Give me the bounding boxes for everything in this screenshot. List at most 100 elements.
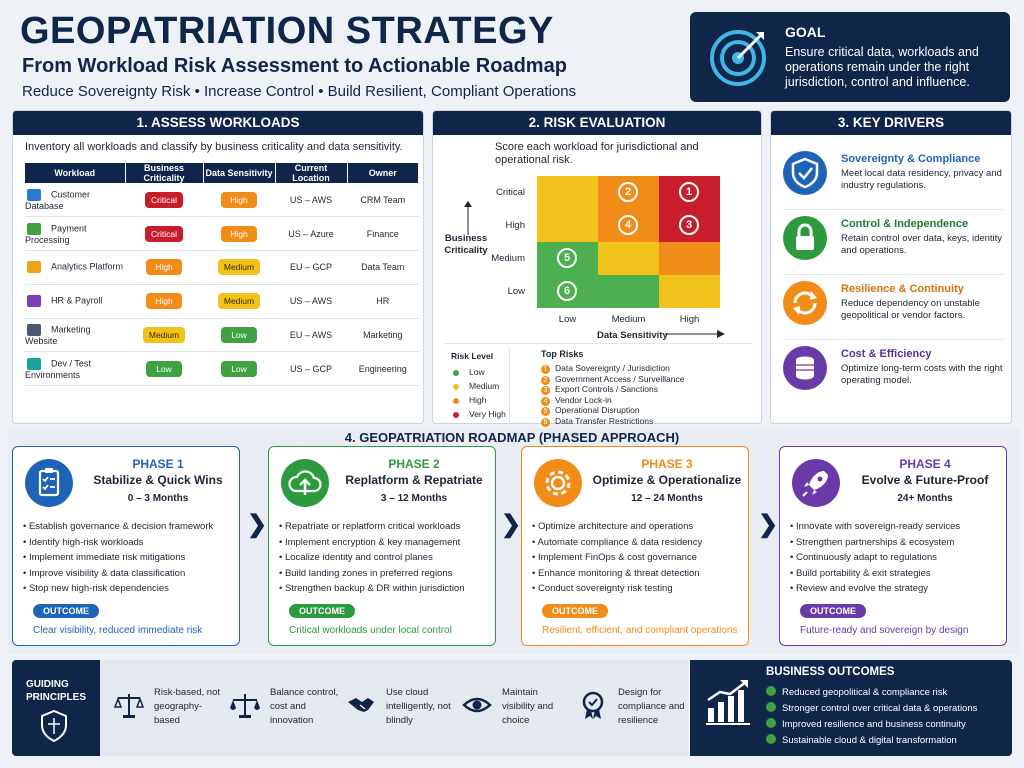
phase-outcome: Clear visibility, reduced immediate risk xyxy=(33,625,203,636)
table-row: Analytics Platform High Medium EU – GCP Data… xyxy=(25,250,419,285)
sensitivity-badge: Low xyxy=(221,360,257,377)
phase-action-item: Innovate with sovereign-ready services xyxy=(790,519,1006,535)
target-icon xyxy=(710,30,766,86)
workload-name: Dev / Test Environments xyxy=(25,358,91,380)
workload-cell: HR & Payroll xyxy=(25,284,125,319)
owner-cell: Data Team xyxy=(347,250,419,285)
x-level-label: Low xyxy=(558,314,577,325)
chevron-right-icon: ❯ xyxy=(247,511,268,538)
lock-icon xyxy=(783,216,827,260)
outcome-item: Improved resilience and business continu… xyxy=(766,717,977,733)
criticality-badge: High xyxy=(146,293,182,310)
shield-icon xyxy=(783,151,827,195)
top-risk-label: Export Controls / Sanctions xyxy=(555,384,658,394)
phase-action-item: Improve visibility & data classification xyxy=(23,566,239,582)
phase-action-item: Strengthen partnerships & ecosystem xyxy=(790,535,1006,551)
criticality-badge: Critical xyxy=(145,191,183,208)
principle-text: Design for compliance and resilience xyxy=(618,687,685,726)
legend-dot xyxy=(453,397,459,404)
workload-name: Marketing Website xyxy=(25,324,91,347)
table-row: Dev / Test Environments Low Low US – GCP Eng… xyxy=(25,351,419,387)
top-risk-item: 6 Data Transfer Restrictions xyxy=(541,416,653,427)
driver-text: Retain control over data, keys, identity… xyxy=(841,233,1003,256)
x-level-label: Medium xyxy=(611,314,646,325)
top-risk-label: Vendor Lock-in xyxy=(555,394,612,405)
top-risk-item: 5 Operational Disruption xyxy=(541,405,640,416)
coins-icon xyxy=(783,346,827,390)
workload-name: Payment Processing xyxy=(25,223,87,245)
legend-item: Very High xyxy=(453,409,506,419)
sensitivity-badge: Medium xyxy=(217,259,261,276)
location-cell: US – GCP xyxy=(275,351,347,387)
outcome-badge: OUTCOME xyxy=(800,604,866,618)
risk-marker: 3 xyxy=(679,215,699,235)
driver-title: Control & Independence xyxy=(841,218,969,230)
check-icon xyxy=(766,718,776,728)
col-workload: Workload xyxy=(25,163,126,183)
workload-cell: Payment Processing xyxy=(25,216,125,252)
phase-action-item: Build portability & exit strategies xyxy=(790,566,1006,582)
phase-duration: 12 – 24 Months xyxy=(631,493,703,504)
award-icon xyxy=(578,690,608,720)
phase-action-item: Implement encryption & key management xyxy=(279,535,495,551)
phase-number: PHASE 3 xyxy=(641,457,693,471)
top-risk-item: 3 Export Controls / Sanctions xyxy=(541,384,658,395)
owner-cell: HR xyxy=(347,284,419,319)
col-sensitivity: Data Sensitivity xyxy=(203,163,276,183)
driver-title: Sovereignty & Compliance xyxy=(841,153,981,165)
phase-outcome: Future-ready and sovereign by design xyxy=(800,625,969,636)
handshake-icon xyxy=(346,690,376,720)
workload-table: Workload Business Criticality Data Sensi… xyxy=(25,163,419,387)
outcome-item: Sustainable cloud & digital transformati… xyxy=(766,733,977,749)
driver-title: Cost & Efficiency xyxy=(841,348,932,360)
business-outcomes-title: BUSINESS OUTCOMES xyxy=(766,666,895,678)
outcome-item: Stronger control over critical data & op… xyxy=(766,701,977,717)
phase-card-2: PHASE 2 Replatform & Repatriate 3 – 12 Mon… xyxy=(268,446,496,646)
location-cell: US – AWS xyxy=(275,183,347,218)
criticality-badge: Medium xyxy=(142,327,186,344)
legend-label: Low xyxy=(469,367,485,377)
chevron-right-icon: ❯ xyxy=(501,511,522,538)
legend-item: Medium xyxy=(453,381,499,391)
assess-heading: 1. ASSESS WORKLOADS xyxy=(13,111,423,135)
top-risk-number: 2 xyxy=(541,375,550,385)
driver-item: Sovereignty & Compliance Meet local data … xyxy=(783,149,1005,211)
phase-action-item: Conduct sovereignty risk testing xyxy=(532,581,748,597)
phase-action-item: Implement immediate risk mitigations xyxy=(23,550,239,566)
location-cell: US – AWS xyxy=(275,284,347,319)
bar-chart-icon xyxy=(27,261,41,274)
workload-name: HR & Payroll xyxy=(51,295,103,306)
page-subtitle: From Workload Risk Assessment to Actiona… xyxy=(22,55,567,77)
risk-legend-title: Risk Level xyxy=(451,351,494,361)
top-risk-item: 1 Data Sovereignty / Jurisdiction xyxy=(541,363,670,374)
top-risk-label: Operational Disruption xyxy=(555,405,640,415)
top-risk-number: 1 xyxy=(541,365,550,374)
drivers-heading: 3. KEY DRIVERS xyxy=(771,111,1011,135)
balance-icon xyxy=(230,690,260,720)
check-icon xyxy=(766,686,776,696)
phase-outcome: Resilient, efficient, and compliant oper… xyxy=(542,625,738,636)
y-level-label: Low xyxy=(507,286,525,297)
owner-cell: Marketing xyxy=(347,318,419,353)
table-row: Customer Database Critical High US – AWS CRM… xyxy=(25,183,419,218)
scales-icon xyxy=(113,690,145,720)
legend-label: High xyxy=(469,395,487,405)
top-risk-label: Data Sovereignty / Jurisdiction xyxy=(555,363,670,373)
criticality-badge: Low xyxy=(146,360,182,377)
driver-text: Reduce dependency on unstable geopolitic… xyxy=(841,298,980,321)
driver-text: Meet local data residency, privacy and i… xyxy=(841,168,1002,191)
assess-workloads-panel: 1. ASSESS WORKLOADS Inventory all worklo… xyxy=(12,110,424,424)
workload-cell: Dev / Test Environments xyxy=(25,351,125,387)
legend-dot xyxy=(453,383,459,390)
risk-heading: 2. RISK EVALUATION xyxy=(433,111,761,135)
workload-name: Customer Database xyxy=(25,189,91,211)
phase-action-item: Implement FinOps & cost governance xyxy=(532,550,748,566)
outcome-text: Reduced geopolitical & compliance risk xyxy=(782,687,948,698)
mail-icon xyxy=(27,324,41,337)
workload-name: Analytics Platform xyxy=(51,261,124,272)
top-risk-number: 4 xyxy=(541,396,550,406)
eye-icon xyxy=(462,690,492,720)
rocket-icon xyxy=(792,459,840,507)
outcome-badge: OUTCOME xyxy=(542,604,608,618)
sensitivity-badge: Low xyxy=(221,327,257,344)
